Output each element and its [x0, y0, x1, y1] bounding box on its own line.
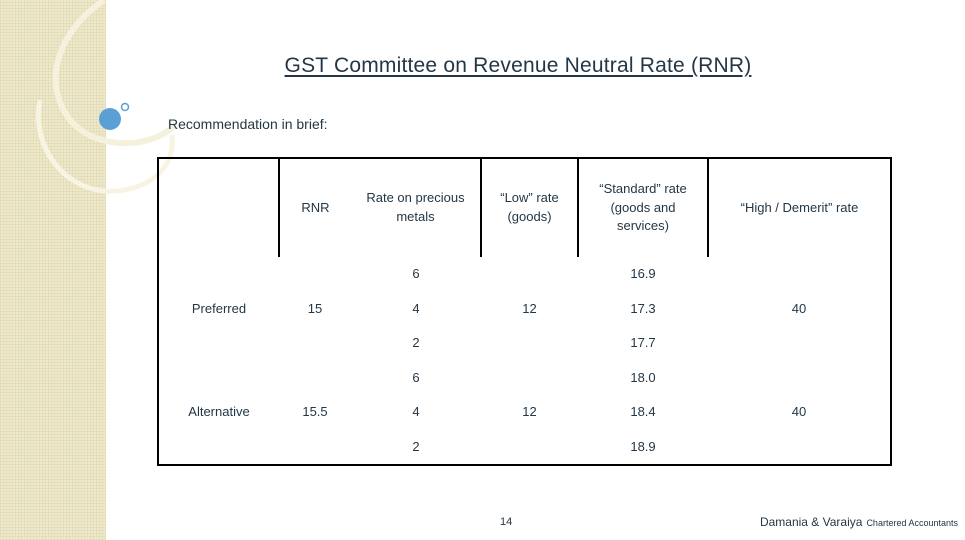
standard-rate: 17.7 — [630, 335, 656, 351]
swirl-curve — [52, 0, 178, 147]
standard-rate: 18.9 — [578, 430, 708, 466]
table-row: 4 18.4 — [158, 395, 891, 430]
high-rate-preferred: 40 — [708, 257, 892, 361]
footer: Damania & Varaiya Chartered Accountants — [760, 513, 958, 531]
page-number: 14 — [500, 516, 513, 528]
side-decoration — [0, 0, 106, 540]
low-rate-alternative: 12 — [481, 361, 578, 466]
rnr-preferred: 15 — [307, 300, 323, 316]
rnr-alternative: 15.5 — [279, 361, 351, 466]
precious-rate: 2 — [412, 335, 420, 351]
table-row: 4 17.3 — [158, 292, 891, 326]
table-row: Preferred 15 6 12 16.9 40 — [157, 257, 892, 361]
header-standard-rate: “Standard” rate (goods and services) — [578, 157, 708, 257]
footer-designation: Chartered Accountants — [866, 518, 958, 528]
table-row: 2 17.7 — [158, 326, 891, 361]
header-low-rate: “Low” rate (goods) — [480, 157, 579, 257]
precious-rate: 4 — [412, 404, 420, 420]
row-label-alternative: Alternative — [157, 361, 279, 466]
bullet-dot-small — [120, 102, 130, 112]
header-blank — [157, 157, 280, 257]
high-rate-alternative: 40 — [708, 361, 892, 466]
header-rnr: RNR — [279, 157, 351, 257]
header-high-rate: “High / Demerit” rate — [707, 157, 892, 257]
slide-title: GST Committee on Revenue Neutral Rate (R… — [284, 54, 752, 77]
slide-subtitle: Recommendation in brief: — [168, 116, 328, 132]
table-row: 2 18.9 — [158, 430, 891, 466]
table-header-row: RNR Rate on precious metals “Low” rate (… — [157, 157, 892, 257]
standard-rate: 18.4 — [630, 404, 656, 420]
row-label-preferred: Preferred — [157, 257, 279, 361]
precious-rate: 2 — [351, 430, 481, 466]
standard-rate: 18.0 — [630, 369, 656, 385]
bullet-dot-large — [99, 108, 121, 130]
precious-rate: 6 — [412, 266, 420, 282]
header-precious-metals: Rate on precious metals — [351, 157, 481, 257]
rnr-table: RNR Rate on precious metals “Low” rate (… — [157, 157, 892, 466]
low-rate-preferred: 12 — [522, 300, 537, 316]
footer-firm-name: Damania & Varaiya — [759, 515, 863, 529]
table-row: Alternative 15.5 6 12 18.0 40 — [157, 361, 892, 466]
precious-rate: 6 — [412, 369, 420, 385]
precious-rate: 4 — [412, 300, 420, 316]
standard-rate: 16.9 — [630, 266, 656, 282]
standard-rate: 17.3 — [630, 300, 656, 316]
